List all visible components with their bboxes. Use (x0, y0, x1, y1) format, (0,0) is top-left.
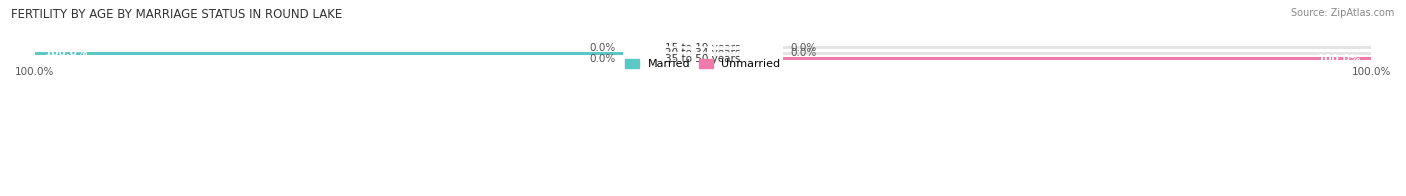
Text: 0.0%: 0.0% (790, 43, 815, 53)
Text: 0.0%: 0.0% (790, 48, 815, 58)
Bar (35, 52, 623, 55)
Text: 0.0%: 0.0% (591, 43, 616, 53)
Text: 100.0%: 100.0% (45, 48, 89, 58)
Text: 35 to 50 years: 35 to 50 years (665, 54, 741, 64)
Bar (0, 46, 35, 49)
Bar (783, 57, 1371, 60)
Bar (783, 52, 1371, 55)
Text: FERTILITY BY AGE BY MARRIAGE STATUS IN ROUND LAKE: FERTILITY BY AGE BY MARRIAGE STATUS IN R… (11, 8, 343, 21)
Bar (0, 52, 35, 55)
Text: 15 to 19 years: 15 to 19 years (665, 43, 741, 53)
Legend: Married, Unmarried: Married, Unmarried (626, 59, 780, 70)
Text: Source: ZipAtlas.com: Source: ZipAtlas.com (1291, 8, 1395, 18)
Text: 20 to 34 years: 20 to 34 years (665, 48, 741, 58)
Text: 0.0%: 0.0% (591, 54, 616, 64)
Bar (0, 57, 35, 60)
Text: 100.0%: 100.0% (1317, 54, 1361, 64)
Bar (783, 57, 1371, 60)
Bar (783, 46, 1371, 49)
